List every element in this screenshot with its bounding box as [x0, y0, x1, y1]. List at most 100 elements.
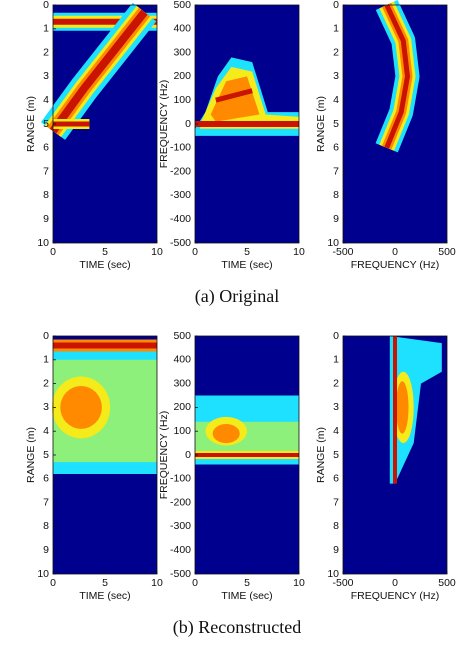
x-tick-label: 500: [438, 577, 456, 589]
caption: (a) Original: [195, 286, 279, 307]
y-tick-label: 8: [333, 520, 339, 532]
x-tick-label: 10: [293, 246, 305, 258]
y-tick-label: -200: [170, 496, 191, 508]
heatmap-region: [60, 385, 102, 429]
panel: -500 0 500 0 1 2 3 4 5 6 7 8 9 10 FREQUENCY (Hz) RANGE …: [315, 330, 456, 602]
y-tick-label: 7: [43, 496, 49, 508]
heatmap-region: [212, 424, 240, 444]
y-tick-label: 3: [333, 70, 339, 82]
y-tick-label: 2: [43, 46, 49, 58]
y-tick-label: 6: [43, 142, 49, 154]
panel: -500 0 500 0 1 2 3 4 5 6 7 8 9 10 FREQUENCY (Hz) RANGE …: [315, 0, 456, 271]
y-tick-label: 300: [173, 46, 191, 58]
heatmap-region: [396, 381, 409, 434]
x-tick-label: 0: [50, 246, 56, 258]
caption: (b) Reconstructed: [173, 617, 301, 638]
y-tick-label: 4: [333, 425, 339, 437]
y-tick-label: 9: [333, 544, 339, 556]
y-tick-label: 200: [173, 70, 191, 82]
y-tick-label: 1: [333, 23, 339, 35]
y-tick-label: 7: [43, 165, 49, 177]
x-tick-label: 10: [151, 577, 163, 589]
y-tick-label: 4: [43, 94, 49, 106]
y-tick-label: 400: [173, 354, 191, 366]
y-tick-label: 5: [43, 449, 49, 461]
x-tick-label: 5: [244, 577, 250, 589]
y-axis-label: RANGE (m): [25, 427, 37, 483]
x-tick-label: -500: [332, 246, 353, 258]
y-tick-label: 10: [37, 568, 49, 580]
y-tick-label: -100: [170, 142, 191, 154]
x-axis-label: FREQUENCY (Hz): [351, 590, 439, 602]
panel: 0 5 10 -500 -400 -300 -200 -100 0 100 200 300 400 500…: [158, 0, 305, 271]
x-tick-label: 5: [102, 246, 108, 258]
y-tick-label: 2: [43, 377, 49, 389]
y-axis-label: FREQUENCY (Hz): [158, 80, 170, 168]
y-tick-label: 4: [333, 94, 339, 106]
y-tick-label: 5: [333, 449, 339, 461]
x-tick-label: 10: [293, 577, 305, 589]
y-axis-label: RANGE (m): [315, 96, 327, 152]
y-axis-label: RANGE (m): [315, 427, 327, 483]
y-tick-label: 4: [43, 425, 49, 437]
y-tick-label: 100: [173, 94, 191, 106]
y-axis-label: RANGE (m): [25, 96, 37, 152]
heatmap-region: [384, 3, 410, 149]
y-tick-label: 6: [43, 473, 49, 485]
x-tick-label: 10: [151, 246, 163, 258]
y-tick-label: 2: [333, 377, 339, 389]
y-tick-label: -400: [170, 544, 191, 556]
y-tick-label: 0: [333, 330, 339, 342]
y-tick-label: 100: [173, 425, 191, 437]
y-tick-label: 9: [333, 213, 339, 225]
y-tick-label: 0: [185, 118, 191, 130]
y-tick-label: -400: [170, 213, 191, 225]
y-tick-label: 200: [173, 401, 191, 413]
y-tick-label: 0: [185, 449, 191, 461]
x-tick-label: 500: [438, 246, 456, 258]
x-tick-label: 0: [192, 246, 198, 258]
y-tick-label: 9: [43, 213, 49, 225]
x-axis-label: TIME (sec): [221, 590, 272, 602]
x-axis-label: TIME (sec): [79, 590, 130, 602]
y-tick-label: 400: [173, 23, 191, 35]
y-tick-label: -500: [170, 237, 191, 249]
x-axis-label: TIME (sec): [79, 259, 130, 271]
y-tick-label: 1: [333, 354, 339, 366]
x-tick-label: 0: [50, 577, 56, 589]
y-tick-label: -200: [170, 165, 191, 177]
y-tick-label: 500: [173, 0, 191, 11]
y-tick-label: 0: [43, 330, 49, 342]
y-tick-label: 9: [43, 544, 49, 556]
y-tick-label: 3: [43, 401, 49, 413]
y-tick-label: 500: [173, 330, 191, 342]
x-tick-label: 0: [392, 246, 398, 258]
y-tick-label: -300: [170, 520, 191, 532]
y-tick-label: 3: [333, 401, 339, 413]
y-tick-label: 0: [43, 0, 49, 11]
x-tick-label: -500: [332, 577, 353, 589]
y-tick-label: 7: [333, 496, 339, 508]
x-tick-label: 5: [102, 577, 108, 589]
y-tick-label: 8: [43, 189, 49, 201]
heatmap-region: [49, 9, 148, 134]
y-tick-label: 10: [37, 237, 49, 249]
panel: 0 5 10 -500 -400 -300 -200 -100 0 100 200 300 400 500…: [158, 330, 305, 602]
y-tick-label: 7: [333, 165, 339, 177]
heatmap-region: [210, 76, 260, 122]
y-tick-label: 3: [43, 70, 49, 82]
y-tick-label: 5: [333, 118, 339, 130]
y-tick-label: -500: [170, 568, 191, 580]
y-tick-label: 2: [333, 46, 339, 58]
heatmap-region: [215, 88, 253, 103]
y-tick-label: -300: [170, 189, 191, 201]
y-tick-label: 8: [333, 189, 339, 201]
y-tick-label: 6: [333, 473, 339, 485]
y-tick-label: 10: [327, 237, 339, 249]
y-tick-label: -100: [170, 473, 191, 485]
y-tick-label: 300: [173, 377, 191, 389]
y-tick-label: 10: [327, 568, 339, 580]
y-tick-label: 0: [333, 0, 339, 11]
